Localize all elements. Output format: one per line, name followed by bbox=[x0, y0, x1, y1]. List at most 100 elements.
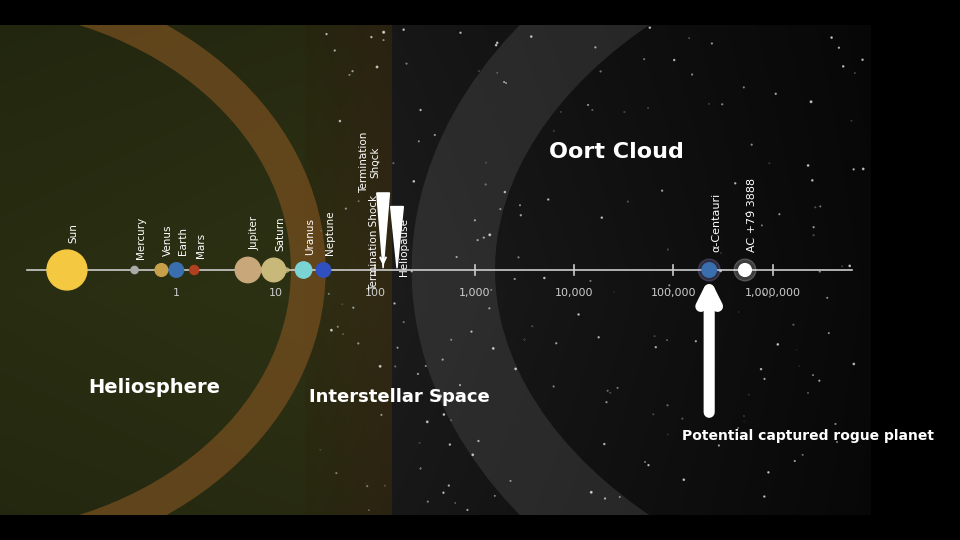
Point bbox=[546, 126, 562, 135]
Point bbox=[820, 294, 835, 302]
Point bbox=[699, 366, 714, 374]
Text: α-Centauri: α-Centauri bbox=[711, 193, 721, 252]
Point bbox=[608, 144, 623, 152]
Point bbox=[701, 271, 716, 280]
Point bbox=[411, 137, 426, 146]
Point bbox=[513, 201, 528, 210]
Point bbox=[537, 274, 552, 282]
Point bbox=[655, 186, 670, 195]
Circle shape bbox=[316, 263, 330, 277]
Point bbox=[711, 441, 727, 450]
Point bbox=[360, 482, 375, 490]
Point bbox=[338, 204, 353, 213]
Circle shape bbox=[296, 262, 312, 278]
Point bbox=[606, 288, 621, 296]
Circle shape bbox=[156, 264, 168, 276]
Point bbox=[842, 261, 857, 270]
Point bbox=[420, 417, 435, 426]
Point bbox=[846, 165, 861, 174]
Point bbox=[583, 276, 598, 285]
Point bbox=[465, 450, 480, 459]
Point bbox=[371, 158, 386, 166]
Point bbox=[662, 287, 678, 295]
Circle shape bbox=[235, 257, 260, 283]
Point bbox=[470, 236, 486, 245]
Point bbox=[319, 30, 334, 38]
Point bbox=[772, 210, 787, 219]
Point bbox=[390, 343, 405, 352]
Text: Oort Cloud: Oort Cloud bbox=[549, 142, 684, 162]
Point bbox=[443, 440, 458, 449]
Point bbox=[835, 62, 851, 71]
Point bbox=[452, 381, 468, 389]
Point bbox=[591, 333, 607, 342]
Point bbox=[705, 39, 720, 48]
Point bbox=[548, 339, 564, 348]
Point bbox=[361, 506, 376, 515]
Point bbox=[352, 153, 368, 162]
Point bbox=[460, 505, 475, 514]
Point bbox=[847, 69, 862, 77]
Point bbox=[490, 38, 505, 47]
Point bbox=[513, 211, 528, 220]
Point bbox=[375, 36, 391, 44]
Point bbox=[855, 165, 871, 173]
Point bbox=[829, 437, 845, 446]
Point bbox=[731, 424, 746, 433]
Point bbox=[738, 210, 754, 218]
Point bbox=[370, 63, 385, 71]
Text: Earth: Earth bbox=[179, 227, 188, 255]
Point bbox=[812, 202, 828, 211]
Point bbox=[523, 32, 539, 41]
Circle shape bbox=[190, 266, 199, 274]
Point bbox=[484, 286, 499, 294]
Point bbox=[359, 479, 374, 488]
Point bbox=[712, 302, 728, 311]
Point bbox=[351, 197, 367, 206]
Point bbox=[736, 411, 752, 420]
Circle shape bbox=[734, 259, 756, 281]
Point bbox=[682, 34, 697, 43]
Point bbox=[660, 245, 676, 254]
Point bbox=[660, 401, 675, 410]
Text: 1,000,000: 1,000,000 bbox=[745, 288, 801, 298]
Point bbox=[640, 104, 656, 112]
Point bbox=[498, 79, 514, 87]
Point bbox=[641, 461, 657, 469]
Text: Termination
Shock: Termination Shock bbox=[359, 132, 380, 193]
Point bbox=[449, 253, 465, 261]
Point bbox=[744, 140, 759, 149]
Point bbox=[373, 410, 389, 419]
Point bbox=[666, 56, 682, 64]
Point bbox=[588, 43, 603, 52]
Point bbox=[789, 346, 804, 354]
Text: Termination Shock: Termination Shock bbox=[369, 195, 378, 291]
Point bbox=[453, 29, 468, 37]
Point bbox=[807, 203, 823, 212]
Point bbox=[599, 398, 614, 407]
Point bbox=[386, 159, 401, 167]
Point bbox=[313, 446, 328, 454]
Point bbox=[468, 216, 483, 225]
Point bbox=[804, 176, 820, 185]
Point bbox=[321, 289, 336, 298]
Point bbox=[592, 142, 608, 151]
Point bbox=[436, 410, 451, 419]
Point bbox=[482, 304, 497, 313]
Point bbox=[335, 330, 350, 339]
Point bbox=[795, 450, 810, 459]
Point bbox=[760, 468, 776, 477]
Point bbox=[342, 71, 357, 79]
Point bbox=[593, 67, 609, 76]
Point bbox=[332, 117, 348, 125]
Point bbox=[692, 435, 708, 443]
Point bbox=[804, 97, 819, 106]
Point bbox=[433, 392, 448, 401]
Point bbox=[490, 69, 505, 77]
Point bbox=[346, 303, 361, 312]
Point bbox=[404, 267, 420, 275]
Text: AC +79 3888: AC +79 3888 bbox=[747, 178, 756, 252]
Point bbox=[585, 106, 600, 114]
Circle shape bbox=[702, 263, 716, 277]
Point bbox=[413, 464, 428, 473]
